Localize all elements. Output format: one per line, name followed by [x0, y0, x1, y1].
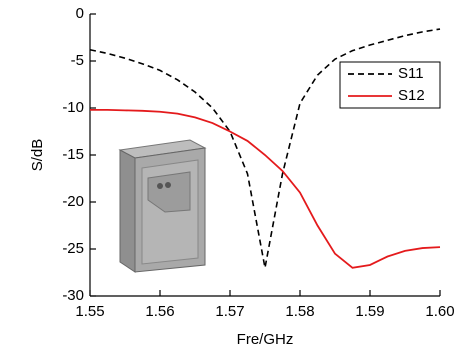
y-axis-label: S/dB — [29, 139, 46, 172]
legend-box — [340, 62, 440, 108]
x-tick-label: 1.60 — [425, 303, 454, 320]
chart: Fre/GHz S/dB 0 -5 -10 -15 -20 -25 -301.55 1.56 1… — [0, 0, 462, 360]
x-tick-label: 1.57 — [215, 303, 244, 320]
y-tick-label: 0 — [76, 5, 84, 22]
y-tick-label: -10 — [62, 99, 84, 116]
x-tick-label: 1.56 — [145, 303, 174, 320]
y-tick-label: -5 — [71, 52, 84, 69]
y-tick-label: -25 — [62, 240, 84, 257]
legend-label: S12 — [398, 87, 425, 104]
page: {"chart_data": {"type": "line", "x_label… — [0, 0, 462, 360]
y-tick-label: -30 — [62, 287, 84, 304]
x-tick-label: 1.59 — [355, 303, 384, 320]
x-tick-label: 1.55 — [75, 303, 104, 320]
x-axis-label: Fre/GHz — [237, 331, 294, 348]
legend-label: S11 — [398, 65, 424, 82]
inset-model — [120, 140, 205, 272]
x-tick-label: 1.58 — [285, 303, 314, 320]
y-tick-label: -20 — [62, 193, 84, 210]
y-tick-label: -15 — [62, 146, 84, 163]
